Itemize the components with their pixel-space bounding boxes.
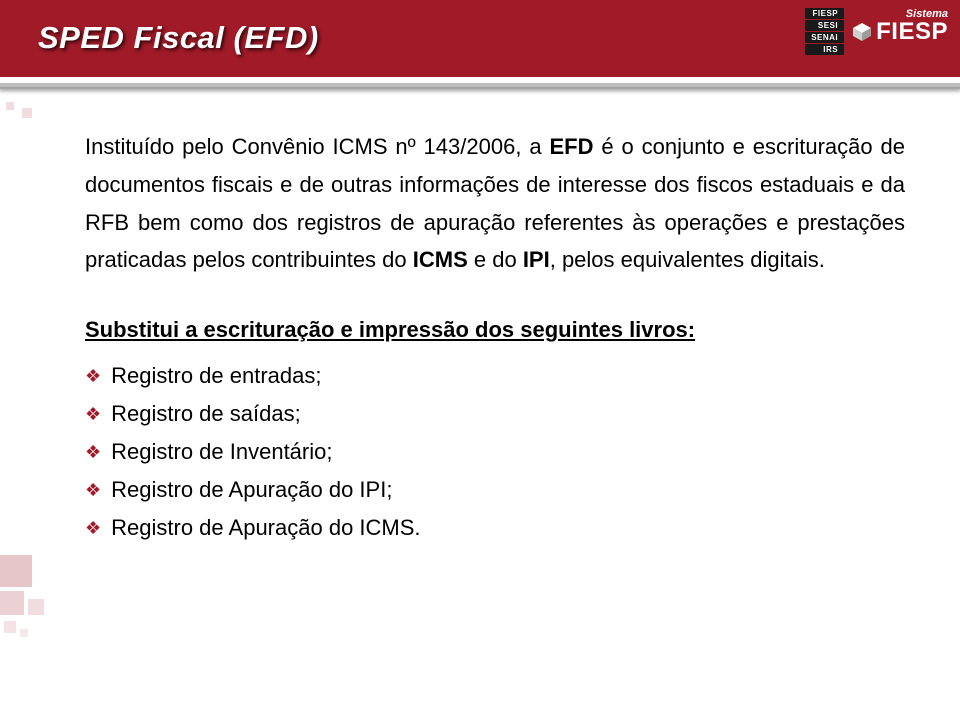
list-item: Registro de saídas;	[85, 395, 905, 433]
logo-fiesp-main: Sistema FIESP	[852, 8, 948, 46]
logo-fiesp-text: FIESP	[876, 18, 948, 46]
logo-small-line: SENAI	[805, 32, 844, 43]
list-item: Registro de Apuração do ICMS.	[85, 509, 905, 547]
intro-paragraph: Instituído pelo Convênio ICMS nº 143/200…	[85, 128, 905, 279]
para-bold-efd: EFD	[549, 134, 593, 159]
bullet-list: Registro de entradas; Registro de saídas…	[85, 357, 905, 546]
logo-federation-stack: FIESP SESI SENAI IRS	[805, 8, 844, 55]
logo-fiesp-row: FIESP	[852, 18, 948, 46]
subheading: Substitui a escrituração e impressão dos…	[85, 317, 905, 343]
list-item: Registro de Apuração do IPI;	[85, 471, 905, 509]
para-bold-icms: ICMS	[413, 247, 468, 272]
header-stripe-shadow	[0, 87, 960, 95]
para-bold-ipi: IPI	[523, 247, 550, 272]
para-text: e do	[468, 247, 523, 272]
page-title: SPED Fiscal (EFD)	[38, 20, 319, 56]
cube-icon	[852, 22, 872, 42]
para-text: , pelos equivalentes digitais.	[550, 247, 825, 272]
list-item: Registro de Inventário;	[85, 433, 905, 471]
logo-small-line: SESI	[805, 20, 844, 31]
logo-area: FIESP SESI SENAI IRS Sistema FIESP	[805, 8, 948, 55]
logo-small-line: IRS	[805, 44, 844, 55]
para-text: Instituído pelo Convênio ICMS nº 143/200…	[85, 134, 549, 159]
list-item: Registro de entradas;	[85, 357, 905, 395]
content-area: Instituído pelo Convênio ICMS nº 143/200…	[85, 128, 905, 546]
logo-small-line: FIESP	[805, 8, 844, 19]
